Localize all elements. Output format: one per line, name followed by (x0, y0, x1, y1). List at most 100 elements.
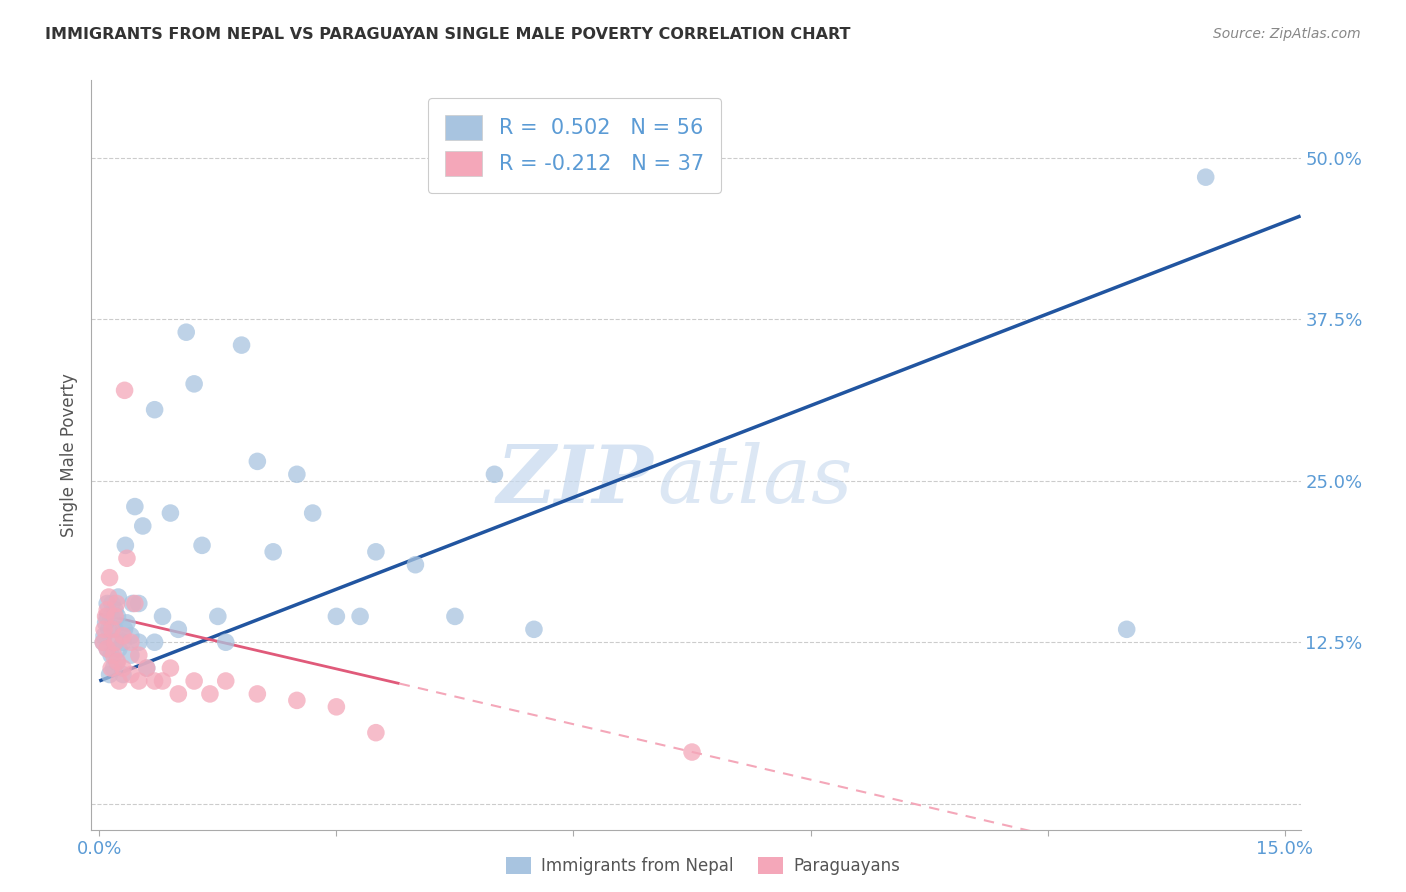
Point (100, 609, 122, 624)
Text: IMMIGRANTS FROM NEPAL VS PARAGUAYAN SINGLE MALE POVERTY CORRELATION CHART: IMMIGRANTS FROM NEPAL VS PARAGUAYAN SING… (45, 27, 851, 42)
Point (114, 623, 136, 637)
Point (93, 623, 115, 637)
Point (108, 641, 131, 656)
Point (96, 641, 118, 656)
Point (104, 635, 127, 649)
Point (484, 467, 506, 482)
Point (1195, 170, 1218, 185)
Legend: R =  0.502   N = 56, R = -0.212   N = 37: R = 0.502 N = 56, R = -0.212 N = 37 (429, 98, 721, 193)
Point (91, 635, 114, 649)
Point (114, 384, 136, 398)
Legend: Immigrants from Nepal, Paraguayans: Immigrants from Nepal, Paraguayans (498, 849, 908, 884)
Point (1115, 623, 1137, 637)
Point (107, 609, 129, 624)
Point (128, 635, 150, 649)
Point (100, 661, 122, 675)
Point (101, 597, 124, 611)
Point (246, 687, 269, 701)
Point (215, 673, 238, 688)
Point (115, 551, 138, 566)
Point (111, 661, 134, 675)
Point (120, 667, 142, 681)
Point (111, 667, 134, 681)
Point (94, 609, 117, 624)
Point (93, 629, 115, 643)
Point (105, 655, 128, 669)
Point (404, 558, 426, 572)
Point (325, 609, 347, 624)
Point (114, 538, 136, 552)
Point (183, 673, 205, 688)
Point (121, 597, 143, 611)
Point (120, 648, 142, 662)
Point (523, 623, 546, 637)
Point (104, 603, 127, 617)
Point (111, 629, 134, 643)
Point (124, 500, 146, 514)
Point (108, 673, 131, 688)
Point (98, 667, 121, 681)
Point (215, 635, 238, 649)
Point (262, 545, 284, 559)
Point (301, 506, 323, 520)
Point (94, 615, 117, 630)
Point (103, 661, 125, 675)
Point (91, 635, 114, 649)
Point (364, 725, 387, 739)
Point (96, 641, 118, 656)
Point (152, 609, 174, 624)
Point (96, 603, 118, 617)
Point (101, 623, 124, 637)
Text: atlas: atlas (657, 442, 852, 520)
Point (444, 609, 467, 624)
Text: Source: ZipAtlas.com: Source: ZipAtlas.com (1213, 27, 1361, 41)
Point (120, 629, 142, 643)
Text: ZIP: ZIP (496, 442, 654, 520)
Point (132, 519, 155, 533)
Point (198, 687, 221, 701)
Point (152, 673, 174, 688)
Point (107, 655, 129, 669)
Point (207, 609, 229, 624)
Point (115, 615, 138, 630)
Point (104, 609, 127, 624)
Point (124, 597, 146, 611)
Point (159, 661, 181, 675)
Point (364, 545, 387, 559)
Point (143, 402, 166, 417)
Point (191, 538, 214, 552)
Point (104, 623, 127, 637)
Point (97, 623, 120, 637)
Point (285, 467, 308, 482)
Point (681, 745, 703, 759)
Point (246, 454, 269, 468)
Point (98, 571, 121, 585)
Point (183, 376, 205, 391)
Point (325, 699, 347, 714)
Point (159, 506, 181, 520)
Point (100, 648, 122, 662)
Point (120, 635, 142, 649)
Point (128, 673, 150, 688)
Point (111, 635, 134, 649)
Point (128, 648, 150, 662)
Point (105, 597, 128, 611)
Point (167, 623, 190, 637)
Point (143, 635, 166, 649)
Point (107, 590, 129, 604)
Point (231, 338, 253, 352)
Point (128, 597, 150, 611)
Y-axis label: Single Male Poverty: Single Male Poverty (59, 373, 77, 537)
Point (174, 325, 197, 339)
Point (143, 673, 166, 688)
Point (103, 648, 125, 662)
Point (285, 693, 308, 707)
Point (349, 609, 371, 624)
Point (167, 687, 190, 701)
Point (96, 597, 118, 611)
Point (96, 609, 118, 624)
Point (135, 661, 157, 675)
Point (135, 661, 157, 675)
Point (97, 590, 120, 604)
Point (104, 635, 127, 649)
